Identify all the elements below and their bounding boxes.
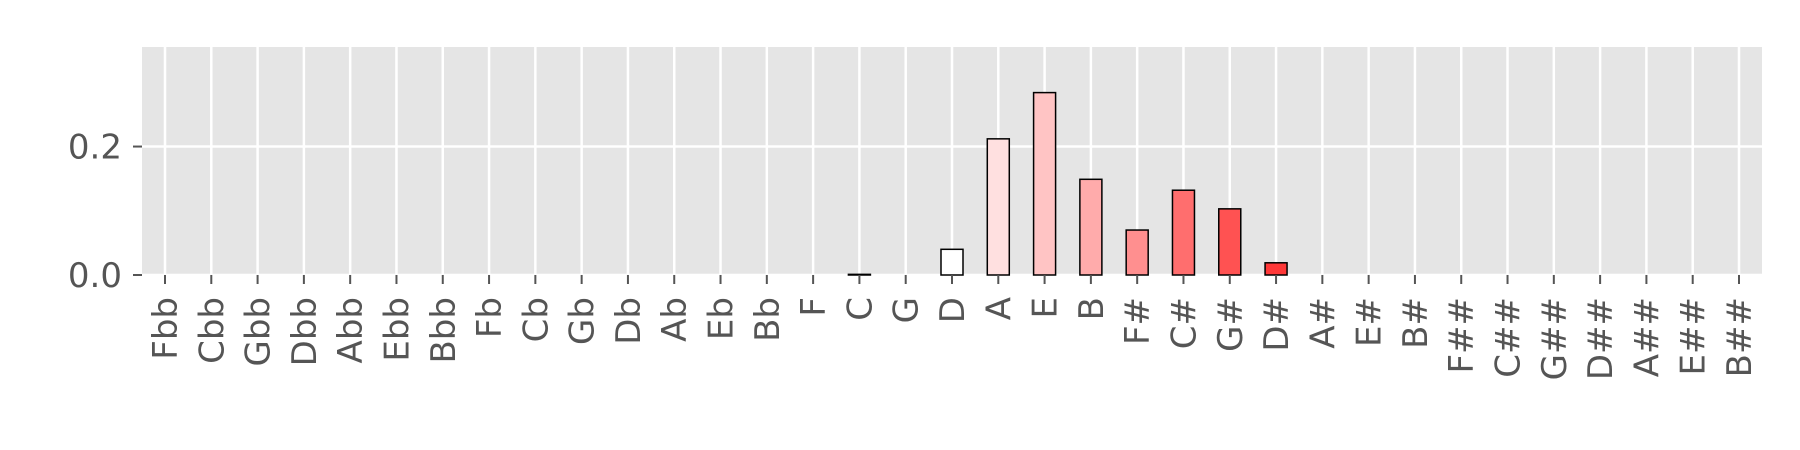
x-tick-label: B## bbox=[1720, 297, 1760, 377]
bar-B bbox=[1079, 178, 1103, 276]
x-tick-label: Ebb bbox=[377, 297, 417, 362]
x-tick-label: G## bbox=[1535, 297, 1575, 380]
x-tick-label: Gbb bbox=[239, 297, 279, 367]
y-axis: 0.0 0.2 bbox=[68, 128, 142, 296]
x-tick-label: G# bbox=[1211, 297, 1251, 352]
x-axis: Fbb Cbb Gbb Dbb Abb Ebb Bbb Fb Cb Gb Db Ab Eb Bb F C G D A… bbox=[146, 275, 1760, 380]
x-tick-label: G bbox=[887, 297, 927, 323]
x-tick-label: Fbb bbox=[146, 297, 186, 360]
x-tick-label: B bbox=[1072, 297, 1112, 320]
x-tick-label: D# bbox=[1257, 297, 1297, 352]
x-tick-label: F# bbox=[1118, 297, 1158, 345]
x-tick-label: A# bbox=[1303, 297, 1343, 349]
bar-F# bbox=[1125, 229, 1149, 276]
x-tick-label: E bbox=[1026, 297, 1066, 318]
x-tick-label: Cb bbox=[516, 297, 556, 342]
x-tick-label: Cbb bbox=[192, 297, 232, 364]
x-tick-label: Bbb bbox=[424, 297, 464, 364]
x-tick-label: F## bbox=[1442, 297, 1482, 374]
bar-C# bbox=[1171, 189, 1196, 276]
y-tick-label: 0.2 bbox=[68, 128, 122, 168]
x-tick-label: Bb bbox=[748, 297, 788, 342]
bar-A bbox=[986, 138, 1011, 276]
x-tick-label: D## bbox=[1581, 297, 1621, 380]
x-tick-label: A bbox=[979, 297, 1019, 320]
x-tick-label: Fb bbox=[470, 297, 510, 338]
bar-D bbox=[940, 248, 964, 276]
x-tick-label: C bbox=[840, 297, 880, 321]
bar-D# bbox=[1264, 262, 1288, 276]
bar-E bbox=[1032, 91, 1057, 276]
x-tick-label: D bbox=[933, 297, 973, 323]
x-tick-label: Db bbox=[609, 297, 649, 345]
x-tick-label: Gb bbox=[563, 297, 603, 345]
x-tick-label: E# bbox=[1350, 297, 1390, 347]
x-tick-label: F bbox=[794, 297, 834, 317]
bar-C bbox=[847, 273, 872, 276]
x-tick-label: Eb bbox=[702, 297, 742, 340]
x-tick-label: Abb bbox=[331, 297, 371, 363]
x-tick-label: Dbb bbox=[285, 297, 325, 366]
x-tick-label: A## bbox=[1627, 297, 1667, 377]
x-tick-label: E## bbox=[1674, 297, 1714, 375]
x-tick-label: C# bbox=[1164, 297, 1204, 349]
x-tick-label: B# bbox=[1396, 297, 1436, 349]
x-tick-label: Ab bbox=[655, 297, 695, 342]
y-tick-label: 0.0 bbox=[68, 256, 122, 296]
bar-G# bbox=[1218, 208, 1242, 276]
x-tick-label: C## bbox=[1489, 297, 1529, 378]
